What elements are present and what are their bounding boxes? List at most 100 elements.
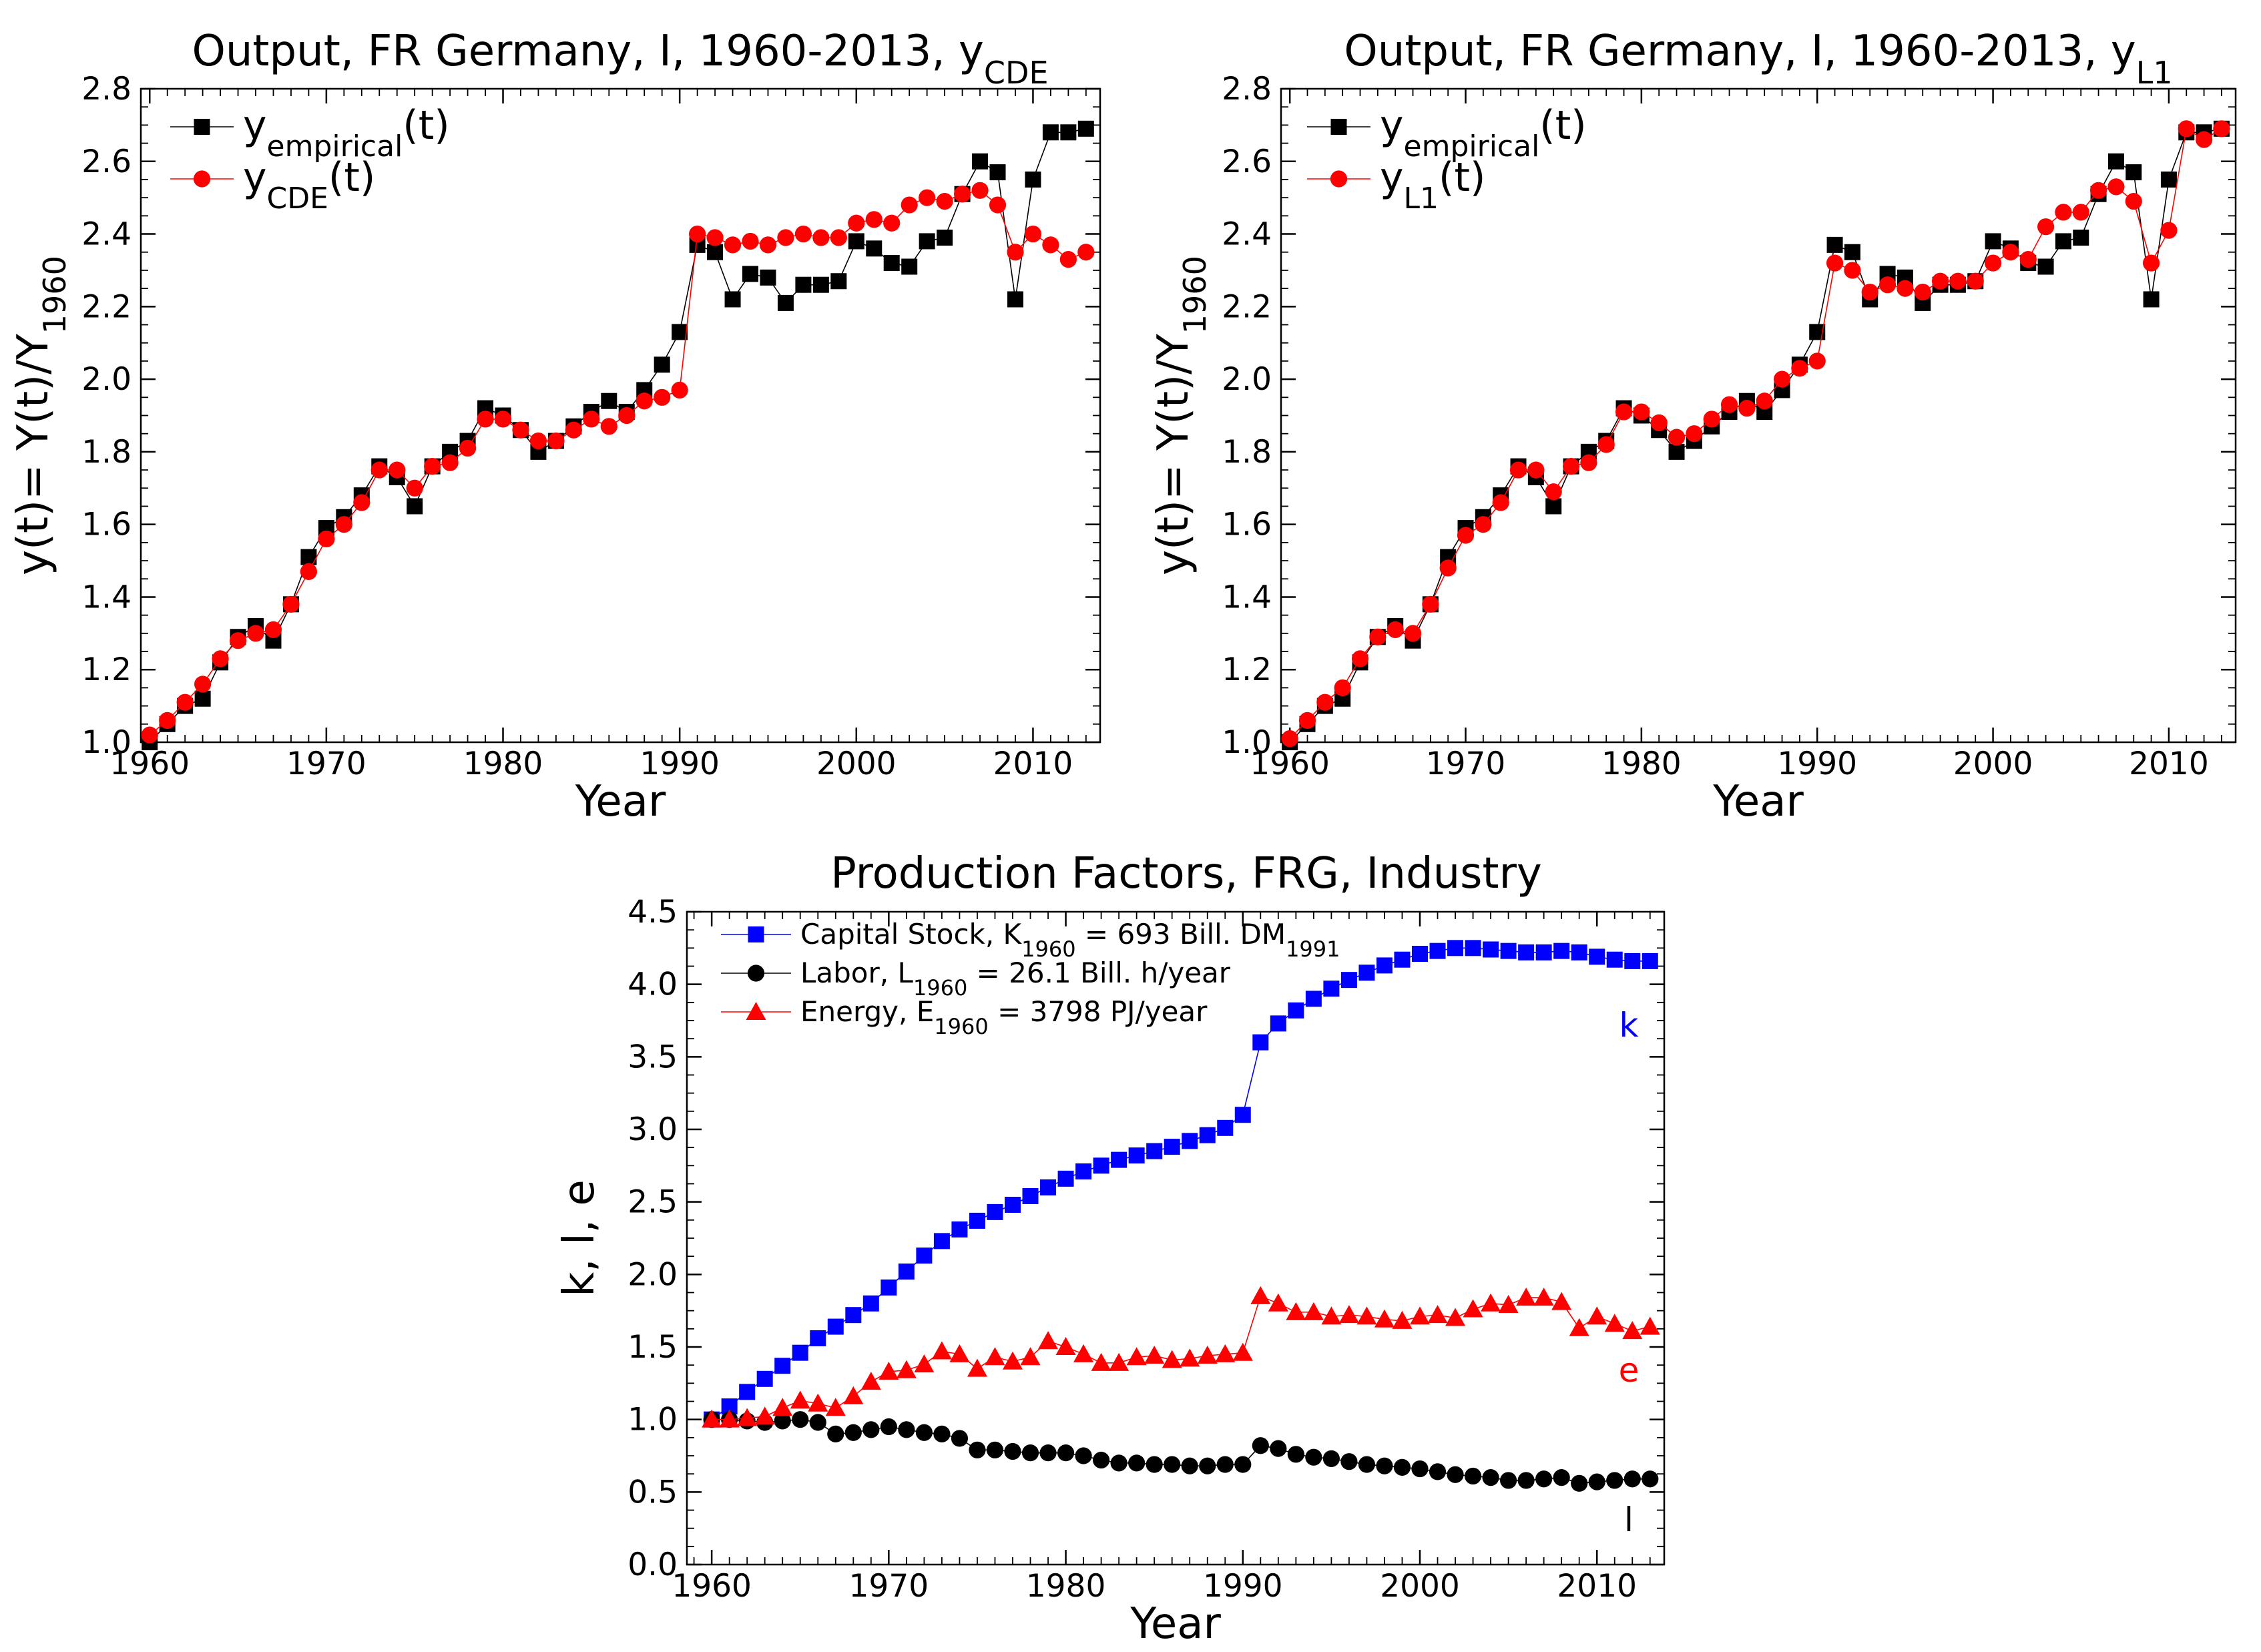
data-point xyxy=(901,258,918,275)
data-point xyxy=(1374,1309,1395,1328)
data-point xyxy=(1580,454,1597,471)
data-point xyxy=(1861,283,1878,301)
data-point xyxy=(756,1370,773,1387)
data-point xyxy=(989,196,1007,214)
data-point xyxy=(898,1421,915,1438)
data-point xyxy=(1298,712,1316,729)
data-point xyxy=(1447,940,1464,956)
data-point xyxy=(1340,1453,1358,1470)
x-tick-label: 2000 xyxy=(816,746,897,782)
data-point xyxy=(1756,392,1773,410)
data-point xyxy=(949,1344,970,1362)
data-point xyxy=(742,232,759,250)
data-point xyxy=(754,1406,775,1425)
y-axis-label: y(t)= Y(t)/Y1960 xyxy=(1149,256,1213,575)
data-point xyxy=(1073,1344,1094,1362)
data-point xyxy=(1340,972,1357,989)
data-point xyxy=(1338,1305,1359,1324)
data-point xyxy=(1321,1306,1342,1325)
data-point xyxy=(176,694,194,711)
data-point xyxy=(1316,694,1334,711)
data-point xyxy=(1668,429,1686,446)
data-point xyxy=(1059,251,1077,268)
data-point xyxy=(848,233,864,250)
data-point xyxy=(1412,946,1428,962)
chart-title: Production Factors, FRG, Industry xyxy=(830,849,1542,898)
data-point xyxy=(1042,124,1059,141)
data-point xyxy=(1060,124,1077,141)
data-point xyxy=(1392,1310,1413,1329)
data-point xyxy=(1022,1187,1039,1204)
data-point xyxy=(1394,951,1411,968)
data-point xyxy=(1376,957,1393,974)
series-end-label: k xyxy=(1619,1006,1638,1045)
data-point xyxy=(318,530,335,548)
data-point xyxy=(737,1408,758,1426)
data-point xyxy=(1897,280,1914,297)
data-point xyxy=(1144,1346,1165,1364)
series-1 xyxy=(141,182,1095,744)
data-point xyxy=(1967,272,1984,290)
y-tick-label: 3.5 xyxy=(627,1039,678,1075)
legend-label: Capital Stock, K1960 = 693 Bill. DM1991 xyxy=(800,918,1340,962)
data-point xyxy=(702,1409,722,1428)
data-point xyxy=(777,229,794,246)
data-point xyxy=(896,1360,917,1378)
data-point xyxy=(1509,461,1527,479)
series-1 xyxy=(1281,120,2230,748)
chart-output-l1: Output, FR Germany, I, 1960-2013, yL1 196… xyxy=(1149,27,2237,826)
data-point xyxy=(931,1341,952,1360)
data-point xyxy=(1358,965,1375,981)
data-point xyxy=(953,186,971,203)
data-point xyxy=(1007,291,1023,308)
data-point xyxy=(370,461,388,479)
data-point xyxy=(1439,559,1457,577)
data-point xyxy=(424,458,441,475)
series-end-label: l xyxy=(1624,1500,1634,1539)
data-point xyxy=(878,1361,899,1380)
data-point xyxy=(844,1424,862,1441)
y-tick-label: 2.6 xyxy=(1222,144,1272,180)
data-point xyxy=(809,1414,826,1431)
data-point xyxy=(742,266,759,282)
data-point xyxy=(1110,1454,1127,1472)
legend-marker xyxy=(1330,119,1347,135)
x-tick-label: 2000 xyxy=(1380,1568,1460,1605)
data-point xyxy=(1826,254,1844,272)
data-point xyxy=(951,1221,968,1237)
data-point xyxy=(772,1398,793,1416)
data-point xyxy=(1569,1318,1589,1336)
data-point xyxy=(406,479,423,497)
data-point xyxy=(707,244,724,260)
data-point xyxy=(407,498,423,515)
data-point xyxy=(1077,244,1095,261)
data-point xyxy=(790,1390,810,1409)
data-point xyxy=(1791,360,1808,377)
data-point xyxy=(1007,244,1024,261)
data-point xyxy=(300,549,317,565)
data-point xyxy=(724,291,741,308)
data-point xyxy=(1668,443,1685,460)
data-point xyxy=(1624,952,1641,969)
data-point xyxy=(1057,1170,1074,1187)
data-point xyxy=(1234,1456,1252,1473)
y-tick-label: 2.8 xyxy=(1222,71,1272,107)
data-point xyxy=(1642,952,1658,969)
data-point xyxy=(654,356,670,373)
data-point xyxy=(774,1412,791,1430)
data-point xyxy=(792,1411,809,1428)
data-point xyxy=(919,189,936,206)
data-point xyxy=(1281,730,1298,748)
x-tick-label: 2010 xyxy=(2129,746,2209,782)
data-point xyxy=(2073,229,2089,246)
x-axis-label: Year xyxy=(575,777,666,826)
data-point xyxy=(1111,1151,1127,1168)
data-point xyxy=(1483,941,1499,958)
data-point xyxy=(1077,120,1094,137)
data-point xyxy=(601,392,617,409)
data-point xyxy=(1093,1451,1110,1469)
x-axis-label: Year xyxy=(1129,1599,1221,1649)
x-tick-label: 1980 xyxy=(1026,1568,1106,1605)
data-point xyxy=(916,1248,933,1264)
